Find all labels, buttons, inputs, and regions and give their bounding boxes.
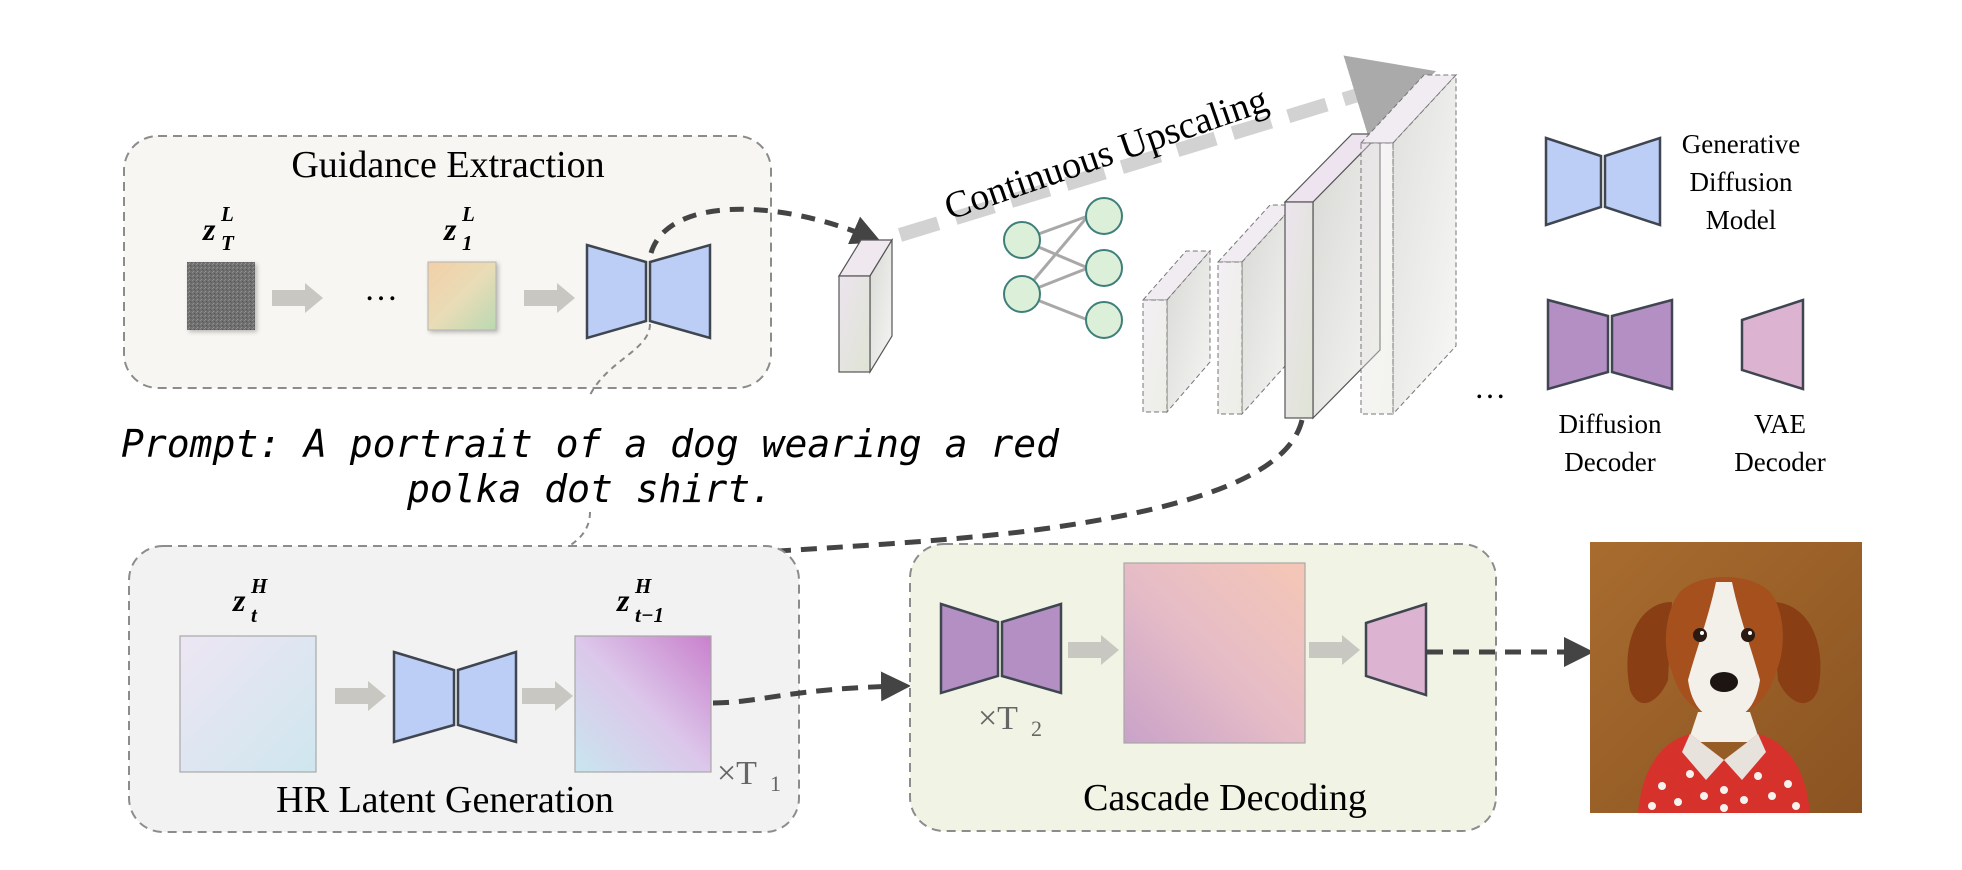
latent-label-z1: z 1 L [443, 202, 475, 255]
legend: Generative Diffusion Model Diffusion Dec… [1544, 129, 1826, 477]
latent-label-zt-1: z t−1 H [616, 574, 664, 627]
svg-text:×T: ×T [978, 700, 1018, 737]
legend-vae-decoder-line2: Decoder [1734, 447, 1825, 477]
legend-diffusion-decoder-line2: Decoder [1564, 447, 1655, 477]
cascade-decoding-title: Cascade Decoding [1083, 777, 1367, 819]
prompt-line2: polka dot shirt. [406, 467, 773, 511]
svg-text:z: z [232, 582, 246, 618]
svg-text:t−1: t−1 [635, 603, 664, 627]
cascade-vae-decoder-icon [1364, 602, 1428, 697]
upscaled-slab-1 [1141, 249, 1212, 414]
guidance-extraction-panel: Guidance Extraction z T L … z 1 L [123, 135, 772, 389]
latent-label-zt: z t H [232, 574, 268, 627]
flow-arrow [522, 681, 573, 711]
legend-generative-line3: Model [1706, 205, 1777, 235]
svg-text:H: H [250, 574, 268, 598]
guidance-feature-slab [837, 237, 894, 375]
guidance-extraction-title: Guidance Extraction [291, 144, 604, 186]
upscaled-slab-4 [1359, 73, 1458, 416]
flow-arrow [1309, 635, 1360, 665]
svg-text:H: H [634, 574, 652, 598]
svg-text:×T: ×T [717, 755, 757, 792]
svg-text:1: 1 [770, 771, 781, 796]
svg-text:t: t [251, 603, 258, 627]
svg-text:z: z [616, 582, 630, 618]
upscaled-slab-2 [1216, 203, 1296, 416]
low-res-latent [427, 261, 497, 331]
hr-latent-generation-panel: HR Latent Generation z t H z t−1 H ×T 1 [128, 545, 800, 833]
legend-vae-decoder-icon [1740, 298, 1805, 391]
guidance-injection-arrow [452, 419, 1305, 668]
prompt-line1: Prompt: A portrait of a dog wearing a re… [121, 422, 1060, 466]
hr-latent-output [574, 635, 712, 773]
upscaling-ellipsis: … [1474, 369, 1506, 405]
flow-arrow [524, 283, 575, 313]
legend-vae-decoder-line1: VAE [1754, 409, 1806, 439]
svg-text:L: L [220, 202, 234, 226]
svg-text:2: 2 [1031, 716, 1042, 741]
decoded-feature [1123, 562, 1306, 744]
output-dog-image [1590, 542, 1862, 813]
hr-latent-generation-title: HR Latent Generation [276, 779, 614, 821]
hr-generative-diffusion-model-icon [392, 650, 518, 744]
flow-arrow [335, 681, 386, 711]
hr-latent-input [179, 635, 317, 773]
repeat-t2-label: ×T 2 [978, 700, 1042, 741]
svg-text:1: 1 [462, 231, 473, 255]
svg-text:z: z [202, 211, 216, 247]
svg-text:L: L [461, 202, 475, 226]
upscaling-arrow [897, 55, 1437, 242]
legend-generative-line2: Diffusion [1689, 167, 1793, 197]
legend-diffusion-decoder-icon [1546, 298, 1674, 391]
flow-arrow [272, 283, 323, 313]
noise-latent [187, 262, 255, 330]
repeat-t1-label: ×T 1 [717, 755, 781, 796]
legend-diffusion-decoder-line1: Diffusion [1558, 409, 1662, 439]
cascade-diffusion-decoder-icon [939, 602, 1063, 695]
ellipsis: … [364, 271, 398, 308]
mlp-icon [1003, 197, 1123, 339]
cascade-decoding-panel: Cascade Decoding ×T 2 [909, 543, 1497, 832]
svg-text:T: T [221, 231, 235, 255]
svg-text:z: z [443, 211, 457, 247]
latent-label-zT: z T L [202, 202, 235, 255]
flow-arrow [1068, 635, 1119, 665]
legend-generative-diffusion-model-icon [1544, 136, 1662, 227]
generative-diffusion-model-icon [585, 243, 712, 340]
guidance-to-upscaler-arrow [648, 206, 882, 254]
legend-generative-line1: Generative [1682, 129, 1800, 159]
